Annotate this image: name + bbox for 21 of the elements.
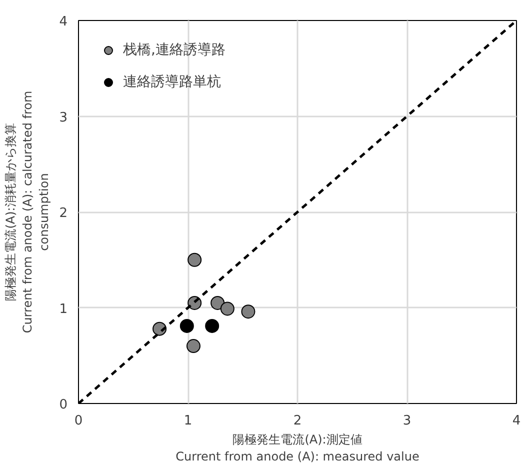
x-tick-label: 2	[293, 414, 302, 428]
legend-label: 連絡誘導路単杭	[123, 73, 221, 91]
x-tick-label: 3	[402, 414, 412, 428]
y-axis-title: 陽極発生電流(A):消耗量から換算 Current from anode (A): calcurated from consumption	[4, 90, 52, 334]
point	[186, 339, 200, 354]
point	[180, 318, 194, 333]
y-tick-label: 4	[59, 14, 68, 30]
legend-label: 栈橋,連絡誘導路	[123, 41, 226, 59]
point	[241, 304, 256, 319]
x-tick-label: 4	[512, 414, 521, 428]
point	[205, 318, 220, 333]
y-tick-label: 2	[59, 206, 68, 221]
x-axis-title: 陽極発生電流(A):測定値 Current from anode (A): measured value	[176, 432, 420, 464]
y-tick-label: 0	[59, 398, 68, 412]
y-tick-label: 1	[59, 302, 68, 317]
x-tick-label: 0	[74, 414, 83, 428]
y-tick-label: 3	[59, 110, 68, 126]
point	[188, 252, 202, 267]
point	[220, 302, 234, 316]
x-tick-label: 1	[184, 414, 192, 428]
point	[210, 296, 225, 310]
